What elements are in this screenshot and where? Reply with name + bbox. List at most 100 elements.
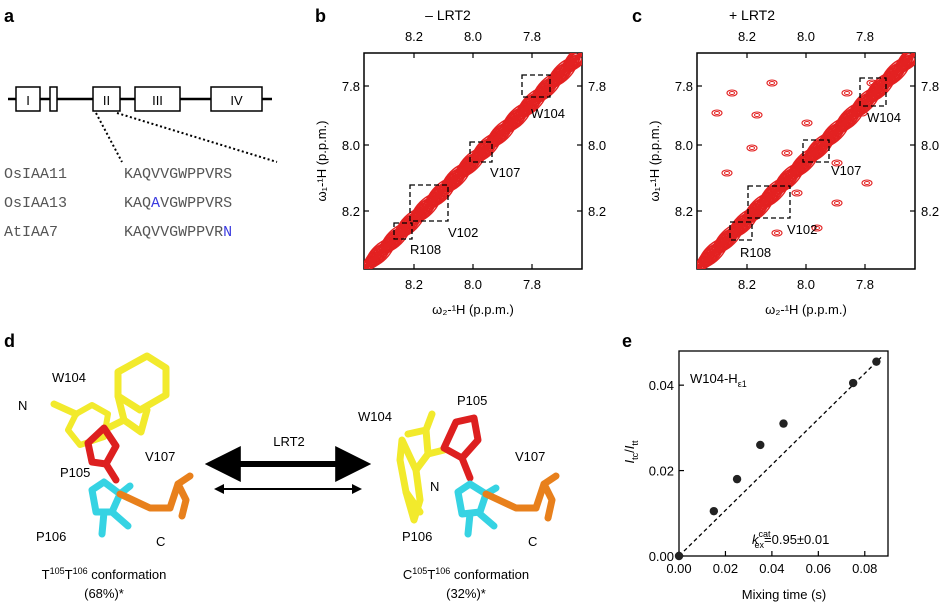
peak-box-V102 — [409, 184, 449, 222]
y-tick-label-right: 8.2 — [921, 204, 939, 219]
contour — [749, 146, 755, 150]
contour — [769, 81, 775, 85]
contour — [831, 159, 843, 167]
right-conformation: C105T106 conformation — [403, 566, 529, 582]
contour — [819, 146, 825, 150]
panel-e-xlabel: Mixing time (s) — [742, 587, 827, 602]
peak-label-W104: W104 — [531, 106, 565, 121]
x-tick-label-bottom: 8.0 — [797, 277, 815, 292]
x-tick-label: 0.02 — [713, 561, 738, 576]
domain-box-II — [92, 86, 121, 112]
sequence-name: AtIAA7 — [4, 224, 58, 241]
right-label-P106: P106 — [402, 529, 432, 544]
contour — [711, 109, 723, 117]
peak-label-c-V107: V107 — [831, 163, 861, 178]
contour — [831, 199, 843, 207]
panel-b-letter: b — [315, 6, 326, 26]
panel-e-chart: 0.00 0.02 0.04 0.06 0.08 0.00 0.02 0.04 — [649, 356, 882, 576]
data-point — [872, 357, 881, 366]
data-point — [756, 440, 765, 450]
sequence-text: KAQVVGWPPVRN — [124, 224, 232, 241]
contour — [814, 226, 820, 230]
peak-label-c-V102: V102 — [787, 222, 817, 237]
data-point — [732, 474, 742, 484]
contour — [864, 181, 870, 185]
peak-box-c-V107 — [802, 139, 830, 163]
right-label-P105: P105 — [457, 393, 487, 408]
contour — [746, 144, 758, 152]
domain-label-I: I — [26, 93, 30, 108]
x-tick-label-top: 7.8 — [523, 29, 541, 44]
domain-box-small — [49, 86, 58, 112]
data-point — [848, 378, 858, 388]
x-tick-label-bottom: 8.0 — [464, 277, 482, 292]
panel-b-ylabel: ω₁-¹H (p.p.m.) — [314, 121, 329, 202]
contour — [816, 144, 828, 152]
panel-e: e 0.00 0.02 0.04 0.06 0.08 0.00 0.02 0.04 W104-… — [622, 331, 889, 602]
y-tick-label-right: 7.8 — [588, 79, 606, 94]
trp-left — [50, 352, 170, 448]
contour — [834, 161, 840, 165]
trp-right — [396, 410, 448, 524]
contour — [784, 151, 790, 155]
y-tick-label-right: 7.8 — [921, 79, 939, 94]
y-tick-label-right: 8.2 — [588, 204, 606, 219]
zoom-line-right — [116, 112, 278, 163]
x-tick-label-top: 7.8 — [856, 29, 874, 44]
sequence-alignment: OsIAA11 KAQVVGWPPVRS OsIAA13 KAQAVGWPPVRS At… — [4, 166, 232, 241]
peak-label-c-W104: W104 — [867, 110, 901, 125]
peak-box-W104 — [521, 74, 551, 98]
peak-label-V102: V102 — [448, 225, 478, 240]
left-percent: (68%)* — [84, 586, 124, 601]
contour — [721, 169, 733, 177]
peak-box-c-W104 — [859, 77, 887, 107]
panel-e-inset-label: W104-Hε1 — [690, 371, 747, 389]
diagonal — [364, 53, 582, 269]
contour — [724, 171, 730, 175]
val107-left — [116, 472, 194, 520]
domain-label-IV: IV — [230, 93, 243, 108]
x-tick-label-top: 8.0 — [797, 29, 815, 44]
x-tick-label-bottom: 8.2 — [738, 277, 756, 292]
left-label-V107: V107 — [145, 449, 175, 464]
peak-box-V107 — [469, 141, 493, 163]
contour — [841, 89, 853, 97]
zoom-line-left — [95, 112, 123, 163]
sequence-name: OsIAA11 — [4, 166, 67, 183]
contour — [729, 91, 735, 95]
x-tick-label-bottom: 7.8 — [523, 277, 541, 292]
pro105-right — [440, 414, 482, 482]
contour — [804, 121, 810, 125]
peak-box-c-V102 — [747, 185, 791, 219]
panel-c-letter: c — [632, 6, 642, 26]
contour — [794, 191, 800, 195]
left-label-C: C — [156, 534, 165, 549]
left-label-P105: P105 — [60, 465, 90, 480]
right-percent: (32%)* — [446, 586, 486, 601]
panel-d-letter: d — [4, 331, 15, 351]
contour — [811, 224, 823, 232]
sequence-text: KAQVVGWPPVRS — [124, 166, 232, 183]
domain-label-III: III — [152, 93, 163, 108]
x-tick-label: 0.00 — [666, 561, 691, 576]
contour — [859, 111, 865, 115]
contour — [754, 211, 760, 215]
contour — [751, 111, 763, 119]
peak-box-c-R108 — [729, 221, 753, 241]
contour — [801, 119, 813, 127]
contour — [754, 113, 760, 117]
panel-e-letter: e — [622, 331, 632, 351]
contour — [774, 231, 780, 235]
panel-d: d — [4, 331, 560, 601]
left-conformation: T105T106 conformation — [42, 566, 167, 582]
left-label-N: N — [18, 398, 27, 413]
contour — [844, 91, 850, 95]
y-tick-label-left: 7.8 — [342, 79, 360, 94]
contour — [751, 209, 763, 217]
panel-c-xlabel: ω₂-¹H (p.p.m.) — [765, 302, 847, 317]
panel-a: a I II III IV OsIAA11 KAQVVGWPPVRS OsIAA13… — [4, 6, 278, 241]
x-tick-label-top: 8.2 — [738, 29, 756, 44]
arrow-label-LRT2: LRT2 — [273, 434, 305, 449]
pro106-left — [88, 478, 134, 538]
